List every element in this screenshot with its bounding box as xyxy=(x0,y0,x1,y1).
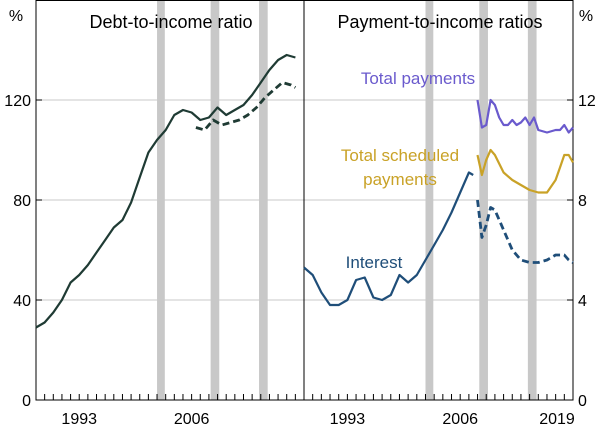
y-tick-label-left: 80 xyxy=(13,193,31,210)
y-tick-label-right: 12 xyxy=(578,93,596,110)
y-axis-unit-left: % xyxy=(9,8,23,25)
y-tick-label-left: 0 xyxy=(22,393,31,410)
x-tick-label: 2006 xyxy=(442,411,478,428)
y-tick-label-right: 4 xyxy=(578,293,587,310)
y-tick-label-right: 8 xyxy=(578,193,587,210)
series-line xyxy=(476,148,574,194)
panel-title-right: Payment-to-income ratios xyxy=(337,12,542,32)
series-line xyxy=(476,98,574,134)
series-label-total-scheduled: Total scheduled xyxy=(341,146,459,165)
series-label-total-payments: Total payments xyxy=(361,69,475,88)
y-axis-unit-right: % xyxy=(579,8,593,25)
y-tick-label-left: 120 xyxy=(4,93,31,110)
series-line xyxy=(303,171,474,307)
series-label-total-scheduled-line2: payments xyxy=(363,170,437,189)
series-line xyxy=(195,81,297,132)
x-tick-label: 1993 xyxy=(61,411,97,428)
x-tick-label: 2019 xyxy=(539,411,575,428)
series-label-interest: Interest xyxy=(346,253,403,272)
panel-title-left: Debt-to-income ratio xyxy=(89,12,252,32)
series-line xyxy=(476,199,574,264)
series-line xyxy=(35,53,296,329)
x-tick-label: 2006 xyxy=(174,411,210,428)
x-tick-label: 1993 xyxy=(330,411,366,428)
y-tick-label-left: 40 xyxy=(13,293,31,310)
y-tick-label-right: 0 xyxy=(578,393,587,410)
